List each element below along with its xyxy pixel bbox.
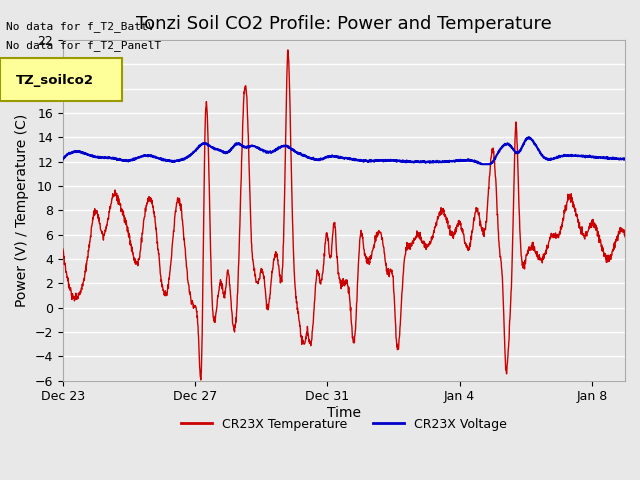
Title: Tonzi Soil CO2 Profile: Power and Temperature: Tonzi Soil CO2 Profile: Power and Temper… <box>136 15 552 33</box>
Text: No data for f_T2_BattV: No data for f_T2_BattV <box>6 21 155 32</box>
Y-axis label: Power (V) / Temperature (C): Power (V) / Temperature (C) <box>15 114 29 307</box>
X-axis label: Time: Time <box>327 406 361 420</box>
Legend: CR23X Temperature, CR23X Voltage: CR23X Temperature, CR23X Voltage <box>176 413 511 436</box>
Text: No data for f_T2_PanelT: No data for f_T2_PanelT <box>6 40 162 51</box>
Text: TZ_soilco2: TZ_soilco2 <box>16 74 94 87</box>
